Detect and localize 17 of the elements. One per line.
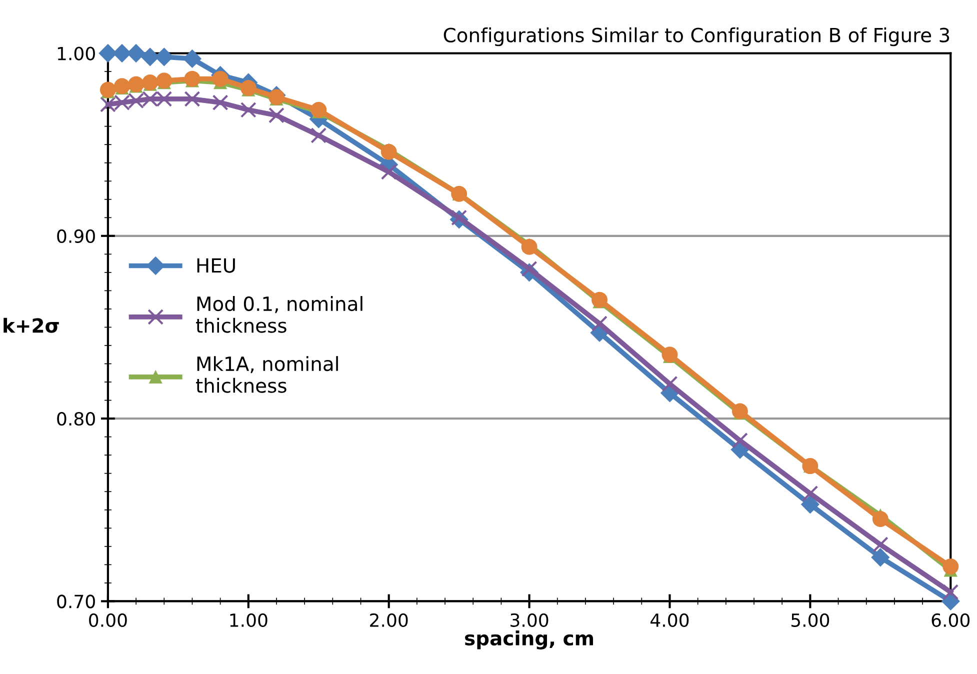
- y-tick-label: 1.00: [58, 46, 95, 60]
- x-tick-label: 1.00: [230, 613, 268, 627]
- x-tick-label: 3.00: [510, 613, 548, 627]
- legend-label: Mk1A, nominal thickness: [196, 356, 338, 393]
- y-axis-title: k+2σ: [4, 318, 59, 333]
- x-tick-label: 6.00: [932, 613, 970, 627]
- x-tick-label: 2.00: [370, 613, 408, 627]
- legend-label: HEU: [197, 258, 235, 273]
- y-tick-label: 0.70: [57, 594, 95, 608]
- y-tick-label: 0.90: [57, 229, 95, 244]
- x-tick-label: 5.00: [791, 613, 830, 627]
- x-tick-label: 4.00: [650, 613, 689, 627]
- x-tick-label: 0.00: [89, 613, 127, 627]
- x-axis-title: spacing, cm: [465, 630, 594, 650]
- y-tick-label: 0.80: [57, 412, 95, 426]
- chart-title: Configurations Similar to Configuration B of Figure 3: [444, 27, 950, 46]
- legend-label: Mod 0.1, nominal thickness: [196, 296, 362, 333]
